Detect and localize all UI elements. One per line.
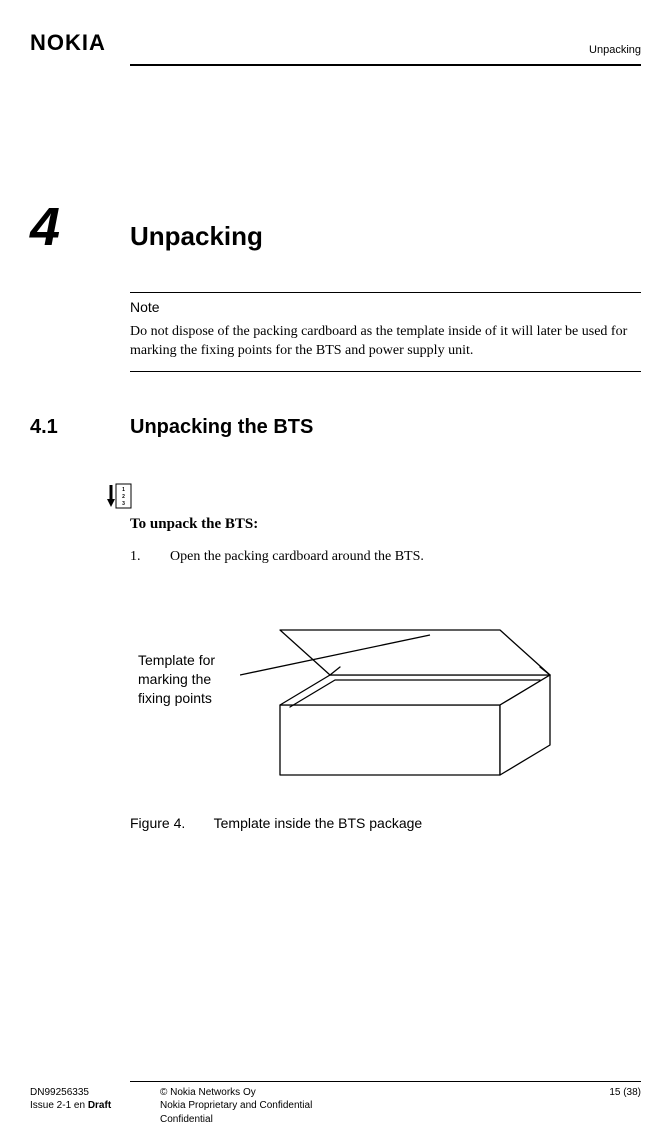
- chapter-number: 4: [30, 196, 130, 258]
- footer-proprietary: Nokia Proprietary and Confidential: [160, 1099, 581, 1113]
- header-rule: [130, 64, 641, 66]
- nokia-logo: NOKIA: [30, 30, 106, 56]
- figure-label-line2: marking the: [138, 671, 211, 687]
- svg-text:3: 3: [122, 501, 125, 507]
- figure-caption: Figure 4. Template inside the BTS packag…: [130, 815, 641, 831]
- footer-right: 15 (38): [581, 1086, 641, 1127]
- section-number: 4.1: [30, 416, 130, 439]
- procedure-icon: 1 2 3: [106, 483, 641, 514]
- figure-callout-label: Template for marking the fixing points: [138, 651, 248, 708]
- footer-left: DN99256335 Issue 2-1 en Draft: [30, 1086, 160, 1127]
- svg-text:2: 2: [122, 494, 125, 500]
- footer-rule: [130, 1081, 641, 1082]
- figure-caption-text: Template inside the BTS package: [214, 815, 423, 831]
- svg-text:1: 1: [122, 487, 125, 493]
- step-text: Open the packing cardboard around the BT…: [170, 549, 424, 565]
- step-row: 1. Open the packing cardboard around the…: [130, 549, 641, 565]
- note-rule-top: [130, 292, 641, 293]
- footer-page-number: 15 (38): [581, 1086, 641, 1100]
- footer-issue-draft: Draft: [88, 1100, 111, 1111]
- footer-copyright: © Nokia Networks Oy: [160, 1086, 581, 1100]
- note-rule-bottom: [130, 371, 641, 372]
- section-title: Unpacking the BTS: [130, 416, 313, 439]
- step-number: 1.: [130, 549, 170, 565]
- figure-box-svg: [240, 595, 570, 795]
- footer-issue-prefix: Issue 2-1 en: [30, 1100, 88, 1111]
- footer-confidential: Confidential: [160, 1113, 581, 1127]
- note-heading: Note: [130, 299, 641, 315]
- instruction-heading: To unpack the BTS:: [130, 516, 641, 533]
- footer-mid: © Nokia Networks Oy Nokia Proprietary an…: [160, 1086, 581, 1127]
- figure-label-line1: Template for: [138, 652, 215, 668]
- header-section-label: Unpacking: [589, 44, 641, 56]
- figure-label-line3: fixing points: [138, 690, 212, 706]
- footer-doc-id: DN99256335: [30, 1086, 160, 1100]
- note-body: Do not dispose of the packing cardboard …: [130, 323, 641, 361]
- figure-caption-prefix: Figure 4.: [130, 815, 210, 831]
- chapter-title: Unpacking: [130, 221, 263, 252]
